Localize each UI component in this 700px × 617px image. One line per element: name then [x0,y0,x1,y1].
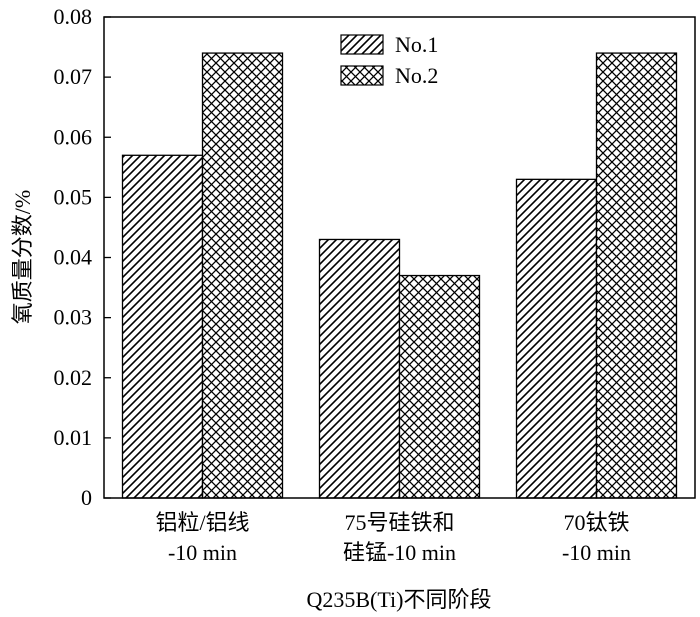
bar-series1-cat3 [515,178,598,499]
x-axis-label: Q235B(Ti)不同阶段 [307,587,492,612]
x-category-label: 铝粒/铝线 [155,510,249,535]
y-axis-label: 氧质量分数/% [10,190,35,324]
x-category-label: 硅锰-10 min [343,540,456,565]
legend-label-no1: No.1 [395,32,438,57]
legend-swatch-no1 [340,34,384,55]
y-tick-label: 0.08 [54,4,93,29]
y-tick-label: 0.01 [54,425,93,450]
bar-series2-cat1 [201,52,284,499]
y-tick-label: 0.07 [54,64,93,89]
legend-label-no2: No.2 [395,63,438,88]
bar-series1-cat1 [121,154,204,499]
y-tick-label: 0.03 [54,305,93,330]
x-category-label: -10 min [562,540,631,565]
plot-frame [103,16,696,499]
legend-swatch-no2 [340,65,384,86]
bar-series2-cat3 [595,52,678,499]
y-tick-label: 0.02 [54,365,93,390]
y-tick-label: 0.06 [54,124,93,149]
y-tick-label: 0.04 [54,245,93,270]
y-tick-label: 0 [81,485,92,510]
x-category-label: -10 min [168,540,237,565]
y-ticks-group: 0 0.01 0.02 0.03 0.04 0.05 0.06 0.07 0.08 [54,4,111,510]
x-category-label: 75号硅铁和 [344,510,454,535]
bar-series2-cat2 [398,274,481,499]
y-tick-label: 0.05 [54,184,93,209]
x-category-label: 70钛铁 [563,510,629,535]
bars-group [121,52,678,499]
bar-series1-cat2 [318,238,401,499]
legend: No.1 No.2 [340,32,438,88]
